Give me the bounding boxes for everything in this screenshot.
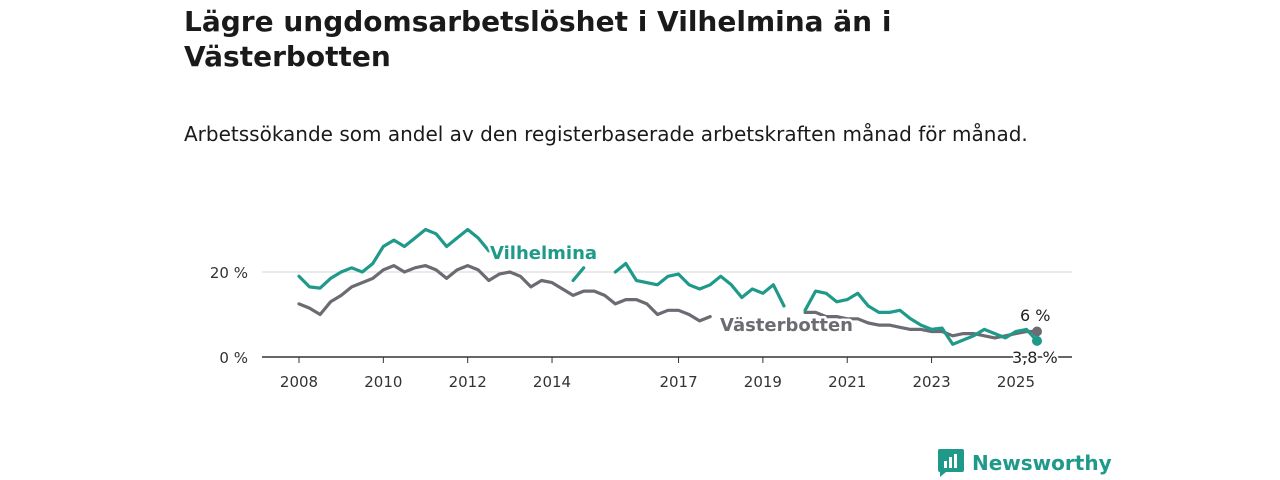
chart-subtitle: Arbetssökande som andel av den registerb… bbox=[184, 122, 1028, 146]
x-tick-label: 2025 bbox=[997, 373, 1035, 391]
x-tick-label: 2023 bbox=[912, 373, 950, 391]
end-label-vasterbotten: 6 % bbox=[1020, 306, 1050, 325]
newsworthy-logo: Newsworthy bbox=[938, 449, 1112, 477]
chart-title: Lägre ungdomsarbetslöshet i Vilhelmina ä… bbox=[184, 5, 892, 73]
x-tick-label: 2012 bbox=[449, 373, 487, 391]
x-tick-label: 2014 bbox=[533, 373, 571, 391]
chart-bars-icon bbox=[938, 449, 964, 477]
end-point bbox=[1032, 335, 1042, 346]
series-label-vasterbotten: Västerbotten bbox=[720, 315, 853, 336]
brand-name: Newsworthy bbox=[972, 451, 1112, 475]
end-label-vilhelmina: 3,8 % bbox=[1012, 348, 1058, 367]
end-point bbox=[1032, 326, 1042, 337]
x-tick-label: 2019 bbox=[744, 373, 782, 391]
series-line-vilhelmina bbox=[297, 227, 1039, 346]
y-tick-label: 0 % bbox=[219, 349, 248, 367]
line-chart: 0 % 20 % 2008 2010 2012 2014 2017 2019 2021 2023 2… bbox=[210, 227, 1072, 391]
series-label-vilhelmina: Vilhelmina bbox=[490, 243, 597, 264]
series-line-vsterbotten bbox=[297, 264, 1039, 340]
x-tick-label: 2021 bbox=[828, 373, 866, 391]
y-tick-label: 20 % bbox=[210, 264, 248, 282]
x-tick-label: 2008 bbox=[280, 373, 318, 391]
x-tick-label: 2010 bbox=[364, 373, 402, 391]
x-tick-label: 2017 bbox=[659, 373, 697, 391]
